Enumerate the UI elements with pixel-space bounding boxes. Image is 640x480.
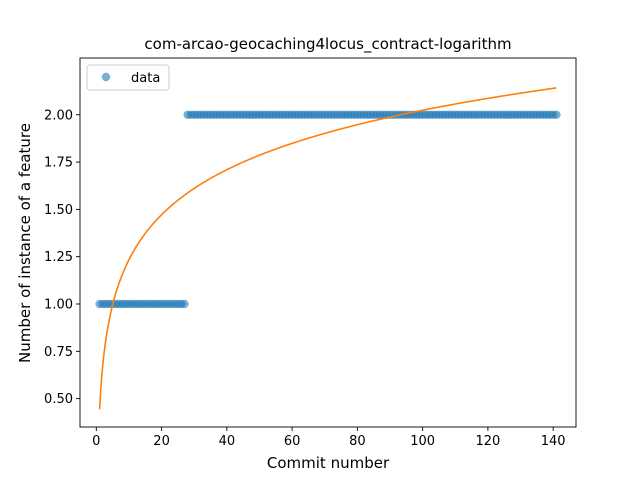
axes-frame — [79, 57, 577, 428]
y-tick-label: 1.50 — [44, 203, 73, 218]
fit-line — [98, 87, 557, 410]
x-tick-label: 140 — [541, 434, 566, 449]
y-tick-label: 1.00 — [44, 298, 73, 313]
x-tick-label: 60 — [284, 434, 301, 449]
x-tick-label: 0 — [92, 434, 100, 449]
y-axis-title: Number of instance of a feature — [16, 123, 34, 363]
y-tick-label: 1.75 — [44, 156, 73, 171]
legend: data — [86, 64, 170, 91]
y-tick-label: 2.00 — [44, 108, 73, 123]
x-tick-label: 120 — [475, 434, 500, 449]
x-tick-label: 20 — [153, 434, 170, 449]
y-tick-label: 0.50 — [44, 392, 73, 407]
x-axis: 0 20 40 60 80 100 120 140 — [92, 427, 566, 449]
data-point — [552, 110, 561, 119]
y-tick-label: 0.75 — [44, 345, 73, 360]
legend-box — [86, 64, 170, 91]
y-axis: 0.50 0.75 1.00 1.25 1.50 1.75 2.00 — [44, 108, 80, 407]
legend-label: data — [131, 71, 160, 86]
x-axis-title: Commit number — [267, 454, 390, 472]
y-tick-label: 1.25 — [44, 250, 73, 265]
x-tick-label: 100 — [410, 434, 435, 449]
chart-title: com-arcao-geocaching4locus_contract-loga… — [144, 35, 511, 54]
x-tick-label: 80 — [349, 434, 366, 449]
data-point — [180, 299, 189, 309]
legend-marker — [101, 72, 111, 82]
plot-area — [79, 57, 577, 428]
x-tick-label: 40 — [219, 434, 236, 449]
